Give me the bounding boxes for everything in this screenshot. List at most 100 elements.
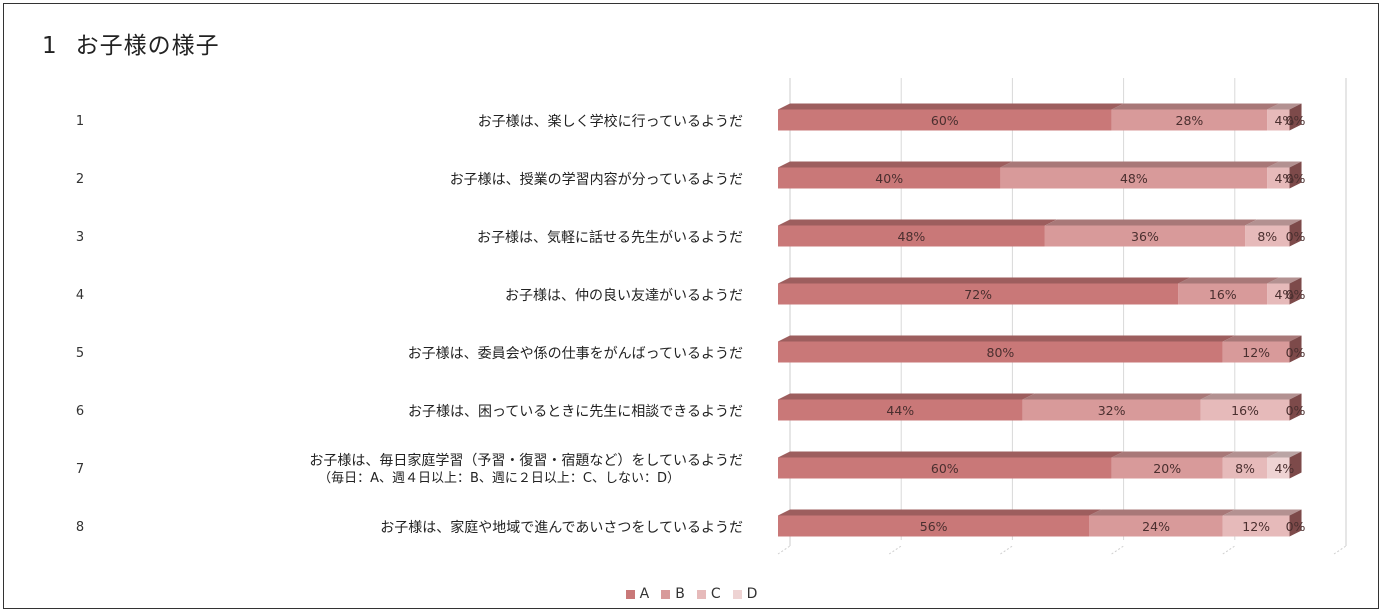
floor-tick (1111, 545, 1124, 555)
category-number: 3 (76, 230, 84, 245)
data-label-c: 8% (1257, 229, 1277, 244)
bar-segment-top (778, 451, 1124, 458)
bar-segment-b (1022, 399, 1201, 421)
chart-title-text: お子様の様子 (75, 33, 220, 59)
bar-segment-top (778, 103, 1124, 110)
data-label-d: 0% (1286, 287, 1306, 302)
bar-segment-top (1222, 451, 1280, 458)
legend-item: D (732, 586, 758, 602)
data-label-d: 0% (1286, 171, 1306, 186)
data-label-a: 48% (898, 229, 926, 244)
category-label: お子様は、楽しく学校に行っているようだ (478, 113, 743, 130)
data-label-b: 12% (1242, 345, 1270, 360)
category-label: お子様は、家庭や地域で進んであいさつをしているようだ (380, 519, 743, 536)
bar-segment-a (778, 167, 1001, 189)
data-label-c: 12% (1242, 519, 1270, 534)
data-label-a: 40% (875, 171, 903, 186)
data-label-c: 8% (1235, 461, 1255, 476)
bar-segment-b (1178, 283, 1268, 305)
bar-segment-d (1267, 457, 1290, 479)
data-label-a: 60% (931, 461, 959, 476)
category-number: 7 (76, 462, 84, 477)
bar-segment-top (1089, 509, 1235, 516)
bar-segment-b (1044, 225, 1246, 247)
data-label-d: 0% (1286, 519, 1306, 534)
data-label-a: 44% (886, 403, 914, 418)
bar-segment-top (1267, 277, 1302, 284)
legend-item: B (661, 586, 685, 602)
category-label: お子様は、気軽に話せる先生がいるようだ (477, 229, 743, 246)
data-label-a: 80% (987, 345, 1015, 360)
bar-segment-top (1111, 451, 1235, 458)
bar-end-face (1289, 103, 1302, 131)
legend-swatch (732, 589, 742, 599)
bar-segment-c (1200, 399, 1290, 421)
category-number: 2 (76, 172, 84, 187)
bar-segment-a (778, 283, 1179, 305)
category-label: お子様は、仲の良い友達がいるようだ (505, 288, 743, 304)
bar-end-face (1289, 161, 1302, 189)
category-number: 6 (76, 404, 84, 419)
category-label: お子様は、委員会や係の仕事をがんばっているようだ (408, 346, 743, 362)
bar-segment-a (778, 225, 1045, 247)
data-label-c: 4% (1274, 113, 1294, 128)
data-label-a: 72% (964, 287, 992, 302)
bar-segment-b (1111, 109, 1268, 131)
bar-segment-b (1222, 341, 1290, 363)
legend-label: C (710, 586, 721, 602)
category-number: 4 (76, 288, 84, 303)
category-number: 5 (76, 346, 84, 361)
bar-segment-a (778, 109, 1112, 131)
bar-segment-top (778, 277, 1191, 284)
data-label-a: 60% (931, 113, 959, 128)
data-label-b: 28% (1176, 113, 1204, 128)
data-label-d: 0% (1286, 229, 1306, 244)
bar-segment-top (778, 393, 1035, 400)
data-label-d: 0% (1286, 113, 1306, 128)
bar-segment-top (778, 335, 1235, 342)
legend-label: A (639, 586, 650, 602)
bar-segment-top (1267, 161, 1302, 168)
legend: A B C D (0, 586, 1383, 602)
bar-segment-top (1222, 509, 1302, 516)
data-label-b: 48% (1120, 171, 1148, 186)
bar-segment-top (1111, 103, 1280, 110)
bar-segment-top (1044, 219, 1258, 226)
bar-segment-top (1267, 451, 1302, 458)
bar-segment-top (1022, 393, 1213, 400)
legend-swatch (696, 589, 706, 599)
data-label-b: 16% (1209, 287, 1237, 302)
bar-segment-c (1222, 457, 1268, 479)
bar-segment-b (1111, 457, 1223, 479)
legend-item: A (625, 586, 650, 602)
category-label: お子様は、授業の学習内容が分っているようだ (450, 171, 743, 188)
bar-segment-c (1267, 109, 1290, 131)
floor-tick (1333, 545, 1347, 555)
floor-tick (1222, 545, 1236, 555)
bar-end-face (1289, 393, 1302, 421)
data-label-b: 24% (1142, 519, 1170, 534)
bar-end-face (1289, 451, 1302, 479)
floor-tick (1000, 545, 1013, 555)
floor-tick (777, 545, 791, 555)
bar-segment-top (1222, 335, 1302, 342)
bar-segment-top (778, 509, 1102, 516)
data-label-d: 0% (1286, 403, 1306, 418)
legend-swatch (625, 589, 635, 599)
bar-segment-c (1222, 515, 1290, 537)
category-label: お子様は、困っているときに先生に相談できるようだ (408, 404, 743, 420)
data-label-b: 32% (1098, 403, 1126, 418)
legend-label: D (746, 586, 758, 602)
bar-segment-top (1245, 219, 1302, 226)
data-label-c: 0% (1286, 345, 1306, 360)
bar-segment-b (1089, 515, 1223, 537)
data-label-c: 4% (1274, 171, 1294, 186)
chart-title: 1 お子様の様子 (42, 26, 220, 60)
chart-title-number: 1 (42, 33, 58, 59)
bar-segment-a (778, 399, 1023, 421)
bar-segment-top (1000, 161, 1280, 168)
data-label-b: 20% (1153, 461, 1181, 476)
bar-segment-top (778, 219, 1057, 226)
bar-segment-top (778, 161, 1013, 168)
data-label-a: 56% (920, 519, 948, 534)
